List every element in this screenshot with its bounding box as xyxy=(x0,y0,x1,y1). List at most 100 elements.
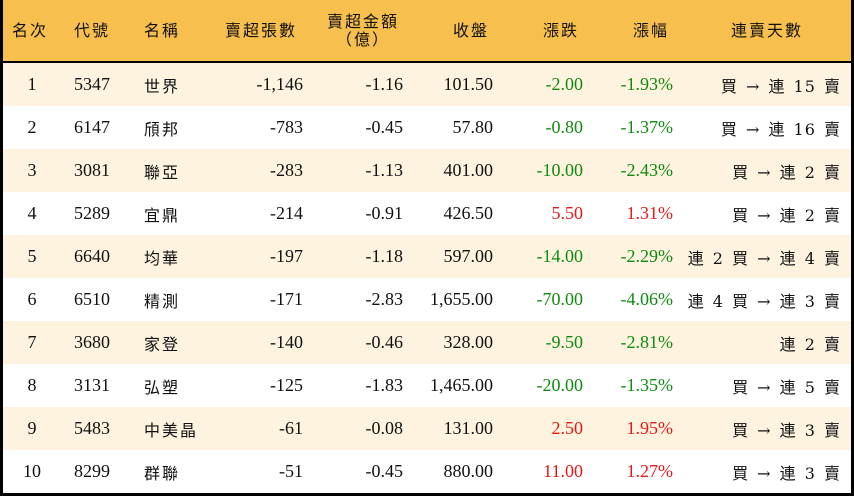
cell-code: 6147 xyxy=(74,117,110,137)
cell-close: 880.00 xyxy=(443,461,494,481)
cell-change-pct: -1.37% xyxy=(620,117,674,137)
cell-close: 1,465.00 xyxy=(430,375,493,395)
header-name: 名稱 xyxy=(144,20,181,40)
cell-net-sell-amount: -1.16 xyxy=(365,74,404,94)
cell-code: 5289 xyxy=(74,203,110,223)
table-row: 10 8299 群聯 -51 -0.45 880.00 11.00 1.27% 買 → 連 3 … xyxy=(3,450,851,493)
cell-close: 101.50 xyxy=(443,74,494,94)
cell-change-pct: -1.93% xyxy=(620,74,674,94)
cell-code: 3081 xyxy=(74,160,110,180)
cell-net-sell-lots: -61 xyxy=(279,418,303,438)
cell-name: 群聯 xyxy=(144,463,181,483)
table-row: 1 5347 世界 -1,146 -1.16 101.50 -2.00 -1.93% 買 → 連… xyxy=(3,63,851,106)
cell-streak: 連 2 賣 xyxy=(779,334,841,354)
cell-change-pct: -2.43% xyxy=(620,160,674,180)
cell-rank: 4 xyxy=(27,203,37,223)
header-net-sell-amount-line2: （億） xyxy=(335,29,390,49)
cell-streak: 連 4 買 → 連 3 賣 xyxy=(687,291,841,311)
cell-net-sell-lots: -214 xyxy=(270,203,303,223)
cell-change-pct: -4.06% xyxy=(620,289,674,309)
cell-net-sell-lots: -197 xyxy=(270,246,303,266)
cell-net-sell-amount: -0.46 xyxy=(365,332,404,352)
cell-streak: 連 2 買 → 連 4 賣 xyxy=(687,248,841,268)
cell-change-pct: 1.31% xyxy=(626,203,674,223)
cell-streak: 買 → 連 3 賣 xyxy=(732,463,841,483)
cell-close: 131.00 xyxy=(443,418,494,438)
header-change-pct: 漲幅 xyxy=(633,20,670,40)
cell-name: 世界 xyxy=(144,76,181,96)
cell-code: 6510 xyxy=(74,289,110,309)
cell-code: 8299 xyxy=(74,461,110,481)
table-row: 4 5289 宜鼎 -214 -0.91 426.50 5.50 1.31% 買 → 連 2 賣 xyxy=(3,192,851,235)
header-rank: 名次 xyxy=(12,20,49,40)
cell-code: 3131 xyxy=(74,375,110,395)
cell-rank: 1 xyxy=(27,74,37,94)
cell-close: 597.00 xyxy=(443,246,494,266)
cell-change: -9.50 xyxy=(545,332,584,352)
cell-net-sell-lots: -283 xyxy=(270,160,303,180)
table-row: 3 3081 聯亞 -283 -1.13 401.00 -10.00 -2.43% 買 → 連 … xyxy=(3,149,851,192)
cell-net-sell-amount: -1.18 xyxy=(365,246,404,266)
cell-close: 1,655.00 xyxy=(430,289,493,309)
cell-net-sell-amount: -1.13 xyxy=(365,160,404,180)
cell-change-pct: -1.35% xyxy=(620,375,674,395)
cell-close: 328.00 xyxy=(443,332,494,352)
cell-code: 5347 xyxy=(74,74,110,94)
cell-net-sell-lots: -51 xyxy=(279,461,303,481)
cell-net-sell-amount: -2.83 xyxy=(365,289,404,309)
cell-change: -0.80 xyxy=(545,117,584,137)
cell-change: 5.50 xyxy=(551,203,584,223)
cell-streak: 買 → 連 3 賣 xyxy=(732,420,841,440)
cell-name: 家登 xyxy=(144,334,181,354)
cell-name: 均華 xyxy=(144,248,181,268)
cell-rank: 10 xyxy=(23,461,41,481)
cell-name: 精測 xyxy=(144,291,181,311)
header-net-sell-lots: 賣超張數 xyxy=(225,20,298,40)
cell-net-sell-amount: -0.08 xyxy=(365,418,404,438)
cell-rank: 8 xyxy=(27,375,37,395)
header-net-sell-amount-line1: 賣超金額 xyxy=(326,11,399,31)
table-row: 9 5483 中美晶 -61 -0.08 131.00 2.50 1.95% 買 → 連 3 賣 xyxy=(3,407,851,450)
cell-rank: 6 xyxy=(27,289,37,309)
cell-net-sell-amount: -0.45 xyxy=(365,461,404,481)
table-row: 2 6147 頎邦 -783 -0.45 57.80 -0.80 -1.37% 買 → 連 16… xyxy=(3,106,851,149)
cell-net-sell-lots: -140 xyxy=(270,332,303,352)
cell-streak: 買 → 連 16 賣 xyxy=(720,119,841,139)
cell-rank: 3 xyxy=(27,160,37,180)
cell-streak: 買 → 連 2 賣 xyxy=(732,162,841,182)
table-row: 6 6510 精測 -171 -2.83 1,655.00 -70.00 -4.06% 連 4 … xyxy=(3,278,851,321)
cell-name: 中美晶 xyxy=(144,420,199,440)
cell-change-pct: 1.27% xyxy=(626,461,674,481)
table-row: 7 3680 家登 -140 -0.46 328.00 -9.50 -2.81% 連 2 賣 xyxy=(3,321,851,364)
table-row: 8 3131 弘塑 -125 -1.83 1,465.00 -20.00 -1.35% 買 → … xyxy=(3,364,851,407)
cell-rank: 7 xyxy=(27,332,37,352)
table-row: 5 6640 均華 -197 -1.18 597.00 -14.00 -2.29% 連 2 買 … xyxy=(3,235,851,278)
header-code: 代號 xyxy=(74,20,111,40)
cell-change: -20.00 xyxy=(536,375,584,395)
cell-rank: 9 xyxy=(27,418,37,438)
header-change: 漲跌 xyxy=(543,20,580,40)
cell-streak: 買 → 連 5 賣 xyxy=(732,377,841,397)
cell-net-sell-amount: -0.45 xyxy=(365,117,404,137)
cell-net-sell-lots: -171 xyxy=(270,289,303,309)
cell-change-pct: -2.29% xyxy=(620,246,674,266)
cell-streak: 買 → 連 2 賣 xyxy=(732,205,841,225)
cell-rank: 2 xyxy=(27,117,37,137)
cell-change: -14.00 xyxy=(536,246,584,266)
table-header: 名次 代號 名稱 賣超張數 賣超金額 （億） 收盤 漲跌 漲幅 連賣天數 xyxy=(3,0,851,63)
cell-net-sell-lots: -783 xyxy=(270,117,303,137)
cell-change-pct: 1.95% xyxy=(626,418,674,438)
cell-change-pct: -2.81% xyxy=(620,332,674,352)
cell-close: 426.50 xyxy=(443,203,494,223)
net-sell-ranking-table: 名次 代號 名稱 賣超張數 賣超金額 （億） 收盤 漲跌 漲幅 連賣天數 1 53… xyxy=(3,0,851,493)
cell-change: 2.50 xyxy=(551,418,584,438)
cell-change: 11.00 xyxy=(543,461,583,481)
cell-net-sell-amount: -1.83 xyxy=(365,375,404,395)
cell-streak: 買 → 連 15 賣 xyxy=(720,76,841,96)
cell-name: 宜鼎 xyxy=(144,205,181,225)
cell-name: 聯亞 xyxy=(144,162,181,182)
cell-net-sell-lots: -125 xyxy=(270,375,303,395)
cell-code: 6640 xyxy=(74,246,110,266)
cell-name: 弘塑 xyxy=(144,377,181,397)
